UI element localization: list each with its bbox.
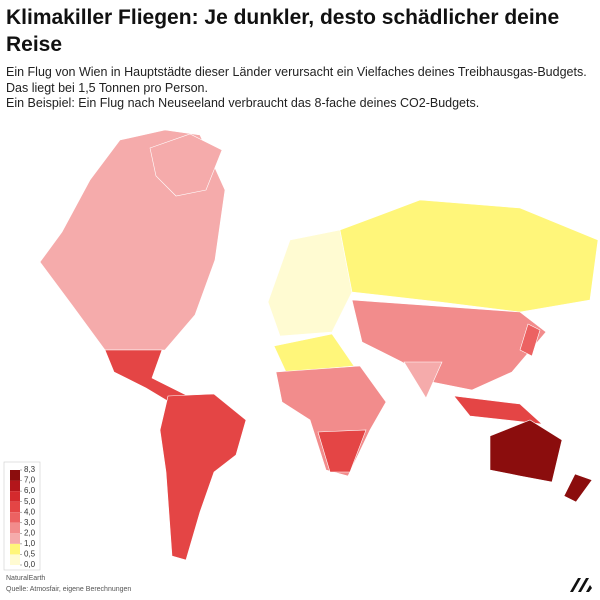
legend-label: 5,0 xyxy=(24,497,36,506)
description: Ein Flug von Wien in Hauptstädte dieser … xyxy=(6,65,594,112)
region xyxy=(489,419,563,483)
legend-label: 7,0 xyxy=(24,476,36,485)
legend-label: 6,0 xyxy=(24,486,36,495)
legend-label: 1,0 xyxy=(24,539,36,548)
legend-swatch xyxy=(10,554,20,565)
title: Klimakiller Fliegen: Je dunkler, desto s… xyxy=(6,6,560,56)
region xyxy=(351,299,547,391)
region xyxy=(403,361,443,399)
legend-swatch xyxy=(10,543,20,555)
region xyxy=(519,323,541,357)
region xyxy=(563,473,593,503)
legend-label: 8,3 xyxy=(24,465,36,474)
credit: NaturalEarth xyxy=(6,575,46,582)
region xyxy=(453,395,543,425)
description-line: Ein Beispiel: Ein Flug nach Neuseeland v… xyxy=(6,96,480,110)
region xyxy=(267,229,353,337)
legend-label: 3,0 xyxy=(24,518,36,527)
legend-swatch xyxy=(10,512,20,523)
legend-label: 0,5 xyxy=(24,550,36,559)
region xyxy=(317,429,367,473)
region xyxy=(339,199,599,313)
legend-swatch xyxy=(10,470,20,481)
region xyxy=(159,393,247,561)
region xyxy=(149,133,223,197)
legend-swatch xyxy=(10,522,20,534)
legend-label: 2,0 xyxy=(24,528,36,537)
source: Quelle: Atmosfair, eigene Berechnungen xyxy=(6,586,132,593)
region xyxy=(273,333,355,373)
legend-label: 0,0 xyxy=(24,560,36,569)
legend-label: 4,0 xyxy=(24,507,36,516)
description-line: Ein Flug von Wien in Hauptstädte dieser … xyxy=(6,65,587,95)
legend-swatch xyxy=(10,501,20,513)
legend-swatch xyxy=(10,491,20,502)
legend-swatch xyxy=(10,533,20,544)
logo xyxy=(570,578,592,592)
legend-swatch xyxy=(10,480,20,492)
